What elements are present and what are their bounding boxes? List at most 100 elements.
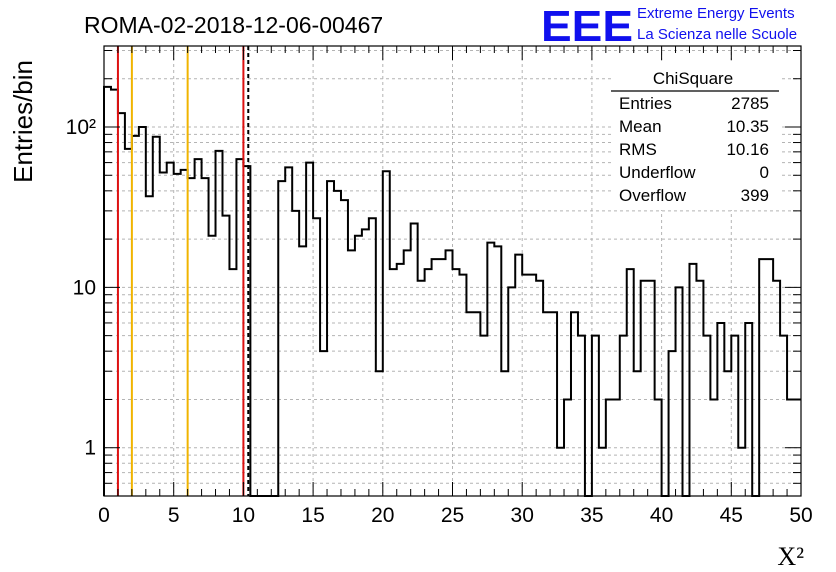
stats-row-value: 10.35 bbox=[726, 117, 769, 136]
histogram-bin bbox=[689, 264, 696, 496]
histogram-bin bbox=[181, 170, 188, 496]
eee-logo: EEE Extreme Energy Events La Scienza nel… bbox=[541, 2, 797, 51]
histogram-bin bbox=[439, 259, 446, 496]
histogram-bin bbox=[334, 191, 341, 496]
x-tick-label: 45 bbox=[720, 504, 743, 527]
histogram-bin bbox=[278, 181, 285, 496]
x-tick-label: 30 bbox=[511, 504, 534, 527]
histogram-bin bbox=[648, 281, 655, 496]
x-tick-label: 35 bbox=[580, 504, 603, 527]
histogram-bin bbox=[731, 336, 738, 496]
histogram-bin bbox=[773, 281, 780, 496]
x-axis-label: X² bbox=[777, 542, 804, 571]
histogram-bin bbox=[132, 136, 139, 496]
histogram-bin bbox=[655, 399, 662, 496]
stats-row-label: Entries bbox=[619, 94, 672, 113]
histogram-bin bbox=[494, 246, 501, 496]
histogram-bin bbox=[508, 287, 515, 496]
histogram-bin bbox=[327, 181, 334, 496]
y-tick-label: 10 bbox=[73, 276, 96, 299]
stats-row-value: 2785 bbox=[731, 94, 769, 113]
histogram-bin bbox=[627, 269, 634, 496]
histogram-bin bbox=[466, 312, 473, 496]
x-tick-label: 50 bbox=[789, 504, 812, 527]
histogram-bin bbox=[348, 250, 355, 496]
histogram-bin bbox=[202, 178, 209, 496]
eee-logo-text: EEE bbox=[541, 2, 633, 51]
histogram-bin bbox=[425, 269, 432, 496]
histogram-bin bbox=[285, 167, 292, 496]
histogram-bin bbox=[515, 255, 522, 496]
histogram-bin bbox=[418, 281, 425, 496]
histogram-bin bbox=[710, 399, 717, 496]
histogram-bin bbox=[453, 269, 460, 496]
stats-row-label: Overflow bbox=[619, 186, 687, 205]
histogram-bin bbox=[634, 371, 641, 496]
histogram-bin bbox=[216, 151, 223, 496]
histogram-bin bbox=[111, 90, 118, 496]
histogram-bin bbox=[167, 163, 174, 496]
x-tick-label: 25 bbox=[441, 504, 464, 527]
brand-line-1: Extreme Energy Events bbox=[637, 5, 795, 22]
histogram-bin bbox=[146, 196, 153, 496]
stats-row-label: Underflow bbox=[619, 163, 696, 182]
histogram-outline bbox=[103, 85, 801, 497]
x-tick-label: 40 bbox=[650, 504, 673, 527]
histogram-bin bbox=[641, 281, 648, 496]
histogram-bin bbox=[571, 312, 578, 496]
histogram-bin bbox=[459, 275, 466, 496]
histogram-bin bbox=[738, 448, 745, 496]
histogram-bin bbox=[613, 399, 620, 496]
reference-lines bbox=[116, 46, 250, 496]
stats-rows: Entries 2785 Mean 10.35 RMS 10.16 Underflow 0 Ov… bbox=[619, 94, 769, 205]
histogram-bin bbox=[313, 218, 320, 496]
histogram-bin bbox=[522, 275, 529, 496]
histogram-bin bbox=[578, 336, 585, 496]
y-tick-label: 1 bbox=[84, 437, 96, 460]
histogram-bin bbox=[780, 336, 787, 496]
histogram-bin bbox=[376, 371, 383, 496]
histogram-bin bbox=[501, 371, 508, 496]
histogram-bin bbox=[473, 312, 480, 496]
histogram bbox=[103, 85, 801, 497]
histogram-bin bbox=[766, 259, 773, 496]
histogram-bin bbox=[745, 323, 752, 496]
histogram-bin bbox=[236, 159, 243, 496]
histogram-bin bbox=[292, 211, 299, 496]
histogram-bin bbox=[243, 166, 250, 496]
histogram-bin bbox=[174, 174, 181, 496]
histogram-bin bbox=[118, 113, 125, 496]
histogram-bin bbox=[362, 229, 369, 496]
histogram-bin bbox=[188, 178, 195, 496]
histogram-bin bbox=[404, 250, 411, 496]
histogram-bin bbox=[229, 269, 236, 496]
histogram-bin bbox=[222, 216, 229, 496]
histogram-bin bbox=[139, 127, 146, 496]
brand-line-2: La Scienza nelle Scuole bbox=[637, 26, 797, 43]
histogram-bin bbox=[724, 371, 731, 496]
histogram-bin bbox=[299, 246, 306, 496]
histogram-bin bbox=[195, 159, 202, 496]
x-tick-label: 15 bbox=[301, 504, 324, 527]
stats-box-title: ChiSquare bbox=[653, 69, 733, 88]
histogram-bin bbox=[564, 399, 571, 496]
chart-title: ROMA-02-2018-12-06-00467 bbox=[84, 12, 383, 38]
histogram-bin bbox=[592, 336, 599, 496]
histogram-bin bbox=[717, 323, 724, 496]
stats-box-background bbox=[611, 64, 779, 210]
histogram-bin bbox=[383, 171, 390, 496]
histogram-bin bbox=[306, 163, 313, 496]
stats-row-value: 0 bbox=[760, 163, 769, 182]
histogram-bin bbox=[446, 250, 453, 496]
histogram-bin bbox=[397, 264, 404, 496]
histogram-bin bbox=[411, 224, 418, 496]
histogram-bin bbox=[759, 259, 766, 496]
x-tick-label: 5 bbox=[168, 504, 180, 527]
histogram-bin bbox=[543, 312, 550, 496]
histogram-bin bbox=[341, 200, 348, 496]
histogram-bin bbox=[550, 312, 557, 496]
stats-row-label: Mean bbox=[619, 117, 662, 136]
stats-row-value: 10.16 bbox=[726, 140, 769, 159]
y-tick-label: 10² bbox=[66, 116, 96, 139]
